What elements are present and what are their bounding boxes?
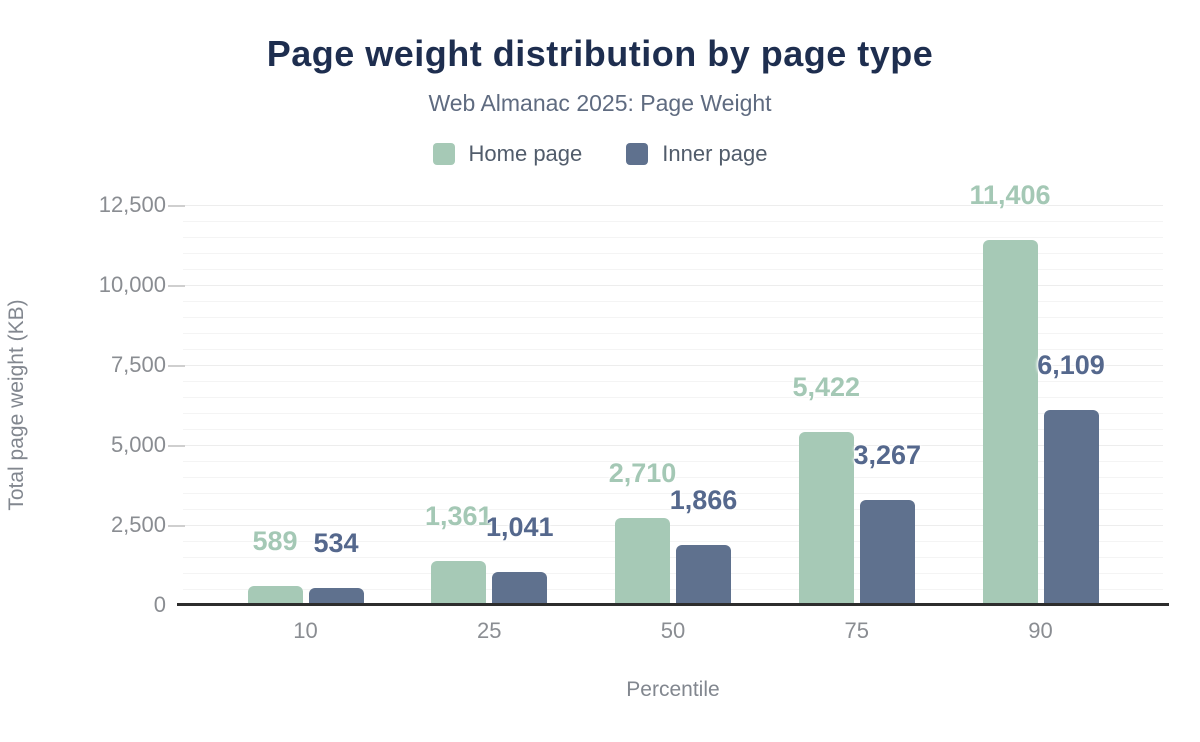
minor-gridline	[183, 541, 1163, 542]
minor-gridline	[183, 269, 1163, 270]
bar-inner-page-p25[interactable]	[492, 571, 548, 605]
minor-gridline	[183, 461, 1163, 462]
y-axis-tick-mark	[168, 205, 185, 207]
legend-item-home-page[interactable]: Home page	[432, 141, 583, 167]
value-label-inner-page-p75: 3,267	[853, 440, 922, 471]
y-tick-label: 7,500	[110, 352, 166, 377]
x-tick-label-p10: 10	[293, 618, 318, 643]
y-tick-label: 0	[153, 592, 166, 617]
value-label-inner-page-p10: 534	[313, 527, 359, 558]
minor-gridline	[183, 493, 1163, 494]
chart-subtitle: Web Almanac 2025: Page Weight	[428, 90, 772, 116]
bar-home-page-p10[interactable]	[247, 586, 303, 605]
bar-inner-page-p50[interactable]	[676, 545, 731, 605]
value-label-home-page-p25: 1,361	[424, 501, 493, 532]
minor-gridline	[183, 301, 1163, 302]
y-axis-tick-mark	[168, 365, 185, 367]
minor-gridline	[183, 509, 1163, 510]
value-label-home-page-p75: 5,422	[792, 371, 861, 402]
bar-inner-page-p75[interactable]	[859, 500, 915, 605]
minor-gridline	[183, 413, 1163, 414]
legend-label: Home page	[468, 141, 583, 166]
bar-home-page-p90[interactable]	[982, 240, 1038, 605]
major-gridline	[168, 285, 1163, 287]
y-tick-label: 5,000	[110, 432, 166, 457]
major-gridline	[168, 205, 1163, 207]
x-axis-title: Percentile	[626, 678, 720, 701]
minor-gridline	[183, 397, 1163, 398]
minor-gridline	[183, 589, 1163, 590]
major-gridline	[168, 365, 1163, 367]
chart-legend: Home page Inner page	[0, 140, 1200, 168]
value-label-inner-page-p90: 6,109	[1037, 349, 1105, 380]
x-tick-label-p50: 50	[660, 618, 686, 643]
y-tick-label: 12,500	[98, 192, 166, 217]
y-tick-label: 10,000	[98, 272, 166, 297]
minor-gridline	[183, 221, 1163, 222]
bar-home-page-p25[interactable]	[431, 561, 487, 605]
minor-gridline	[183, 333, 1163, 334]
minor-gridline	[183, 381, 1163, 382]
bar-inner-page-p90[interactable]	[1043, 409, 1099, 605]
legend-swatch-home-page	[432, 143, 455, 165]
minor-gridline	[183, 557, 1163, 558]
minor-gridline	[183, 429, 1163, 430]
chart-title: Page weight distribution by page type	[266, 33, 934, 74]
x-axis-line	[177, 603, 1169, 606]
minor-gridline	[183, 573, 1163, 574]
minor-gridline	[183, 349, 1163, 350]
x-tick-label-p75: 75	[844, 618, 869, 643]
y-axis-tick-mark	[168, 445, 185, 447]
bar-inner-page-p10[interactable]	[308, 587, 364, 605]
x-tick-label-p90: 90	[1028, 618, 1053, 643]
value-label-home-page-p90: 11,406	[969, 180, 1051, 211]
legend-label: Inner page	[662, 141, 768, 166]
minor-gridline	[183, 477, 1163, 478]
value-label-home-page-p10: 589	[252, 526, 298, 557]
value-label-inner-page-p25: 1,041	[485, 511, 554, 542]
value-label-home-page-p50: 2,710	[608, 458, 677, 489]
y-axis-tick-mark	[168, 525, 185, 527]
legend-item-inner-page[interactable]: Inner page	[626, 141, 767, 167]
x-tick-label-p25: 25	[477, 618, 502, 643]
y-tick-label: 2,500	[110, 512, 166, 537]
minor-gridline	[183, 317, 1163, 318]
bar-home-page-p50[interactable]	[615, 518, 670, 605]
major-gridline	[168, 525, 1163, 527]
major-gridline	[168, 445, 1163, 447]
bar-home-page-p75[interactable]	[798, 431, 854, 605]
y-axis-tick-mark	[168, 285, 185, 287]
plot-area: 589 1,361 2,710 5,422 11,406 534 1,041 1,866 3,2…	[168, 180, 1169, 606]
minor-gridline	[183, 253, 1163, 254]
legend-swatch-inner-page	[626, 143, 649, 165]
value-label-inner-page-p50: 1,866	[669, 485, 738, 516]
minor-gridline	[183, 237, 1163, 238]
